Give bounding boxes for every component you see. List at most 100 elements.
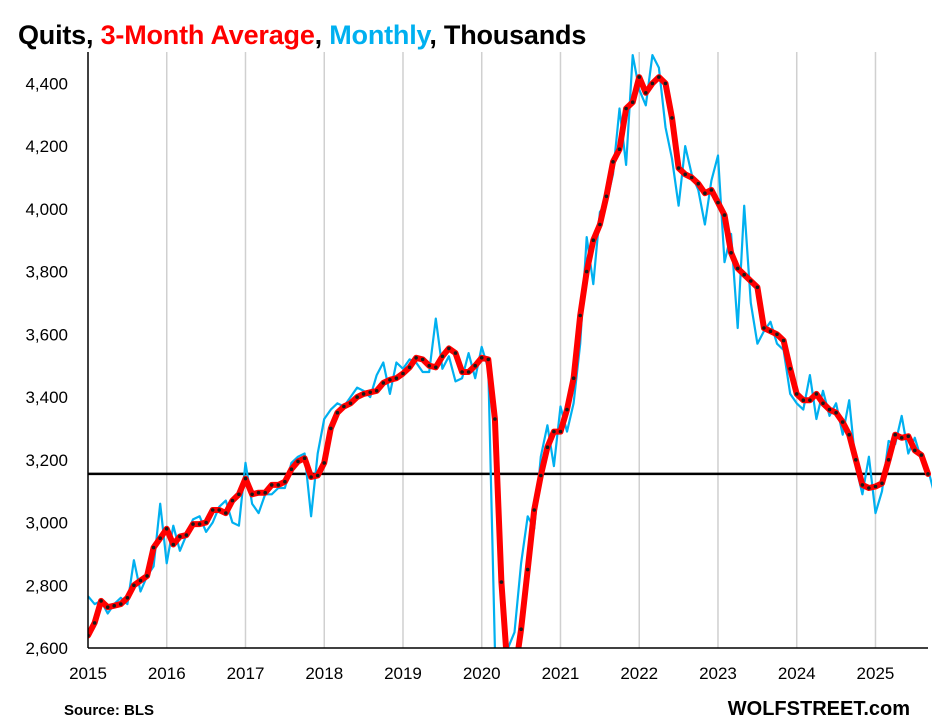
y-tick-label: 2,800 bbox=[25, 576, 68, 595]
y-tick-label: 3,800 bbox=[25, 263, 68, 282]
avg-point bbox=[578, 313, 582, 318]
avg-point bbox=[210, 508, 215, 512]
avg-point bbox=[230, 498, 235, 503]
avg-point bbox=[840, 420, 845, 424]
y-tick-label: 3,000 bbox=[25, 514, 68, 533]
avg-point bbox=[893, 432, 897, 437]
avg-point bbox=[814, 392, 819, 396]
avg-point bbox=[689, 175, 694, 180]
x-tick-label: 2019 bbox=[384, 664, 422, 683]
title-part-4: , Thousands bbox=[429, 20, 587, 50]
avg-point bbox=[913, 448, 917, 453]
avg-point bbox=[683, 172, 687, 177]
avg-point bbox=[821, 401, 825, 406]
avg-point bbox=[775, 332, 779, 337]
avg-point bbox=[834, 410, 838, 415]
avg-point bbox=[801, 398, 806, 403]
x-tick-label: 2017 bbox=[227, 664, 265, 683]
avg-point bbox=[532, 508, 536, 512]
avg-point bbox=[749, 279, 753, 283]
y-tick-label: 4,400 bbox=[25, 74, 68, 93]
avg-points bbox=[88, 75, 930, 638]
avg-point bbox=[867, 486, 871, 490]
avg-point bbox=[125, 596, 130, 600]
avg-point bbox=[611, 160, 615, 164]
avg-point bbox=[558, 429, 563, 434]
avg-point bbox=[591, 238, 596, 242]
avg-point bbox=[696, 181, 701, 186]
avg-point bbox=[381, 381, 386, 385]
avg-point bbox=[676, 166, 681, 170]
avg-point bbox=[309, 475, 313, 479]
avg-point bbox=[447, 346, 451, 351]
title-part-1: 3-Month Average bbox=[100, 20, 315, 50]
avg-point bbox=[525, 567, 530, 572]
watermark: WOLFSTREET.com bbox=[727, 698, 910, 720]
avg-point bbox=[335, 410, 340, 415]
avg-point bbox=[854, 458, 858, 462]
y-tick-label: 3,400 bbox=[25, 388, 68, 407]
avg-point bbox=[781, 338, 786, 343]
avg-point bbox=[256, 490, 261, 495]
title-part-3: Monthly bbox=[329, 20, 430, 50]
avg-point bbox=[742, 272, 746, 277]
avg-point bbox=[584, 269, 589, 274]
x-tick-label: 2015 bbox=[69, 664, 107, 683]
avg-point bbox=[788, 367, 792, 371]
avg-point bbox=[302, 456, 307, 461]
avg-point bbox=[427, 363, 432, 368]
avg-point bbox=[847, 432, 851, 437]
avg-point bbox=[519, 627, 523, 631]
avg-point bbox=[565, 407, 569, 412]
avg-point bbox=[276, 483, 281, 487]
avg-point bbox=[374, 389, 379, 393]
avg-point bbox=[355, 395, 359, 399]
avg-point bbox=[322, 461, 327, 465]
avg-point bbox=[466, 370, 471, 374]
avg-point bbox=[92, 621, 97, 625]
y-tick-label: 3,600 bbox=[25, 325, 68, 344]
avg-point bbox=[112, 603, 116, 608]
x-tick-label: 2022 bbox=[620, 664, 658, 683]
avg-point bbox=[217, 508, 221, 512]
avg-point bbox=[171, 542, 176, 547]
x-tick-label: 2016 bbox=[148, 664, 186, 683]
avg-point bbox=[598, 222, 602, 227]
avg-point bbox=[407, 365, 412, 370]
avg-point bbox=[191, 522, 195, 526]
avg-point bbox=[873, 484, 878, 489]
x-tick-label: 2025 bbox=[857, 664, 895, 683]
avg-point bbox=[348, 401, 353, 406]
x-tick-label: 2018 bbox=[305, 664, 343, 683]
avg-point bbox=[420, 357, 425, 362]
avg-point bbox=[624, 106, 628, 111]
avg-point bbox=[151, 545, 156, 550]
avg-point bbox=[499, 580, 504, 584]
avg-point bbox=[493, 417, 497, 421]
avg-point bbox=[263, 490, 268, 495]
avg-point bbox=[414, 356, 418, 360]
avg-point bbox=[440, 354, 445, 359]
avg-point bbox=[670, 116, 674, 120]
avg-point bbox=[762, 326, 766, 330]
avg-point bbox=[552, 429, 556, 434]
avg-point bbox=[283, 479, 287, 484]
avg-point bbox=[617, 147, 622, 151]
chart-title: Quits, 3-Month Average, Monthly, Thousan… bbox=[18, 20, 586, 51]
avg-point bbox=[401, 371, 405, 376]
avg-point bbox=[394, 376, 399, 381]
title-part-2: , bbox=[314, 20, 330, 50]
avg-point bbox=[368, 390, 373, 395]
avg-point bbox=[722, 213, 727, 217]
avg-point bbox=[703, 191, 707, 195]
title-part-0: Quits, bbox=[18, 20, 101, 50]
avg-point bbox=[453, 351, 458, 355]
avg-point bbox=[486, 357, 491, 362]
avg-point bbox=[899, 436, 904, 440]
avg-point bbox=[657, 75, 661, 79]
source-note: Source: BLS bbox=[64, 702, 155, 719]
axes: 2015 2016 2017 2018 2019 2020 2021 2022 2023 2024… bbox=[25, 52, 928, 683]
avg-point bbox=[197, 522, 202, 526]
x-tick-label: 2021 bbox=[542, 664, 580, 683]
avg-point bbox=[479, 356, 484, 360]
